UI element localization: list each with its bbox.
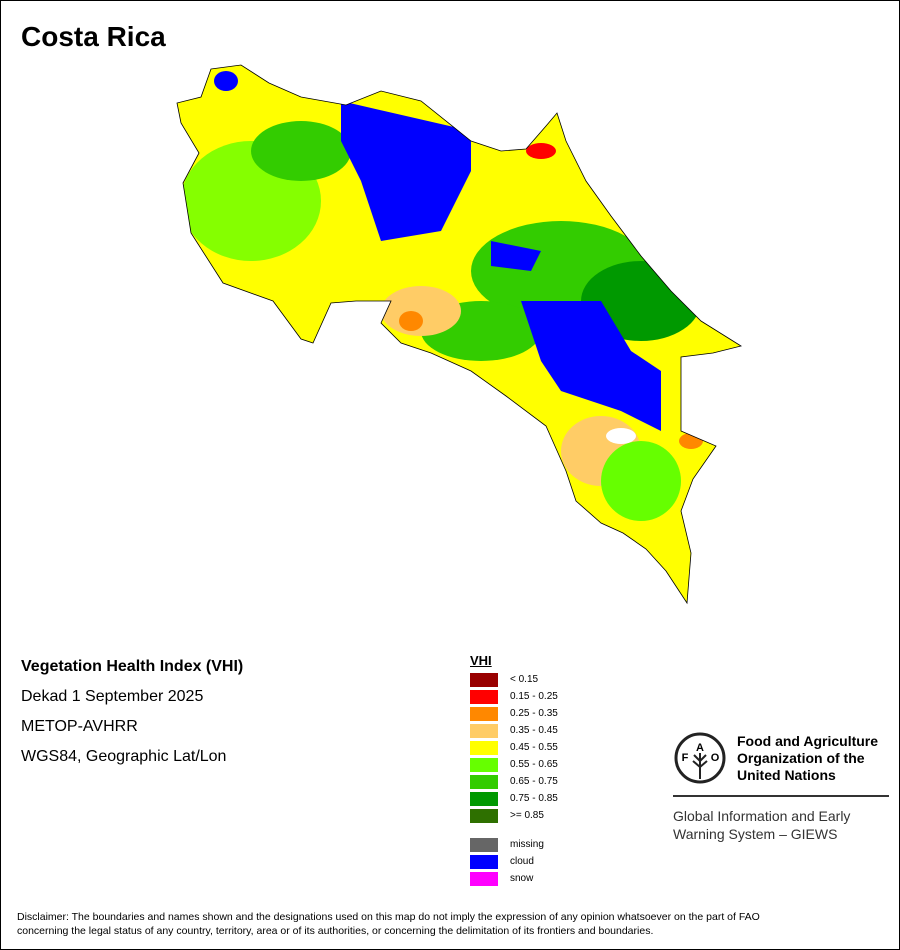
legend-label: >= 0.85 <box>510 810 544 821</box>
svg-text:F: F <box>682 752 689 764</box>
map-title: Costa Rica <box>21 21 166 52</box>
legend-swatch <box>470 757 498 772</box>
legend-swatch <box>470 689 498 704</box>
giews-line2: Warning System – GIEWS <box>673 826 838 842</box>
legend-label: 0.65 - 0.75 <box>510 776 558 787</box>
org-name-line2: Organization of the <box>737 749 865 766</box>
legend-item: snow <box>470 870 558 887</box>
fao-emblem-icon: A F O <box>674 732 726 784</box>
projection: WGS84, Geographic Lat/Lon <box>21 748 227 765</box>
legend-label: missing <box>510 839 544 850</box>
legend-swatch <box>470 774 498 789</box>
legend-swatch <box>470 854 498 869</box>
legend-label: cloud <box>510 856 534 867</box>
legend-item: 0.75 - 0.85 <box>470 790 558 807</box>
sensor: METOP-AVHRR <box>21 718 138 735</box>
legend-item: >= 0.85 <box>470 807 558 824</box>
org-name-line1: Food and Agriculture <box>737 732 879 749</box>
legend-label: 0.45 - 0.55 <box>510 742 558 753</box>
legend-swatch <box>470 791 498 806</box>
legend-swatch <box>470 740 498 755</box>
legend-item: missing <box>470 836 558 853</box>
legend-item: 0.65 - 0.75 <box>470 773 558 790</box>
legend-label: < 0.15 <box>510 674 539 685</box>
legend-label: 0.75 - 0.85 <box>510 793 558 804</box>
svg-text:O: O <box>711 752 720 764</box>
legend-item: 0.55 - 0.65 <box>470 756 558 773</box>
legend-label: 0.25 - 0.35 <box>510 708 558 719</box>
giews-line1: Global Information and Early <box>673 808 851 824</box>
disclaimer-line2: concerning the legal status of any count… <box>17 925 654 937</box>
legend-item: 0.15 - 0.25 <box>470 688 558 705</box>
index-name: Vegetation Health Index (VHI) <box>21 658 244 675</box>
legend-swatch <box>470 706 498 721</box>
vhi-raster <box>177 65 741 603</box>
legend-item: 0.45 - 0.55 <box>470 739 558 756</box>
legend-swatch <box>470 837 498 852</box>
legend-item: 0.25 - 0.35 <box>470 705 558 722</box>
logo-divider <box>673 795 889 797</box>
legend-item: < 0.15 <box>470 671 558 688</box>
disclaimer-line1: Disclaimer: The boundaries and names sho… <box>17 911 760 923</box>
vhi-map <box>176 64 742 604</box>
legend-label: 0.35 - 0.45 <box>510 725 558 736</box>
svg-text:A: A <box>696 742 704 754</box>
legend-label: 0.15 - 0.25 <box>510 691 558 702</box>
legend-title: VHI <box>470 653 492 668</box>
legend-label: 0.55 - 0.65 <box>510 759 558 770</box>
legend-swatch <box>470 723 498 738</box>
legend-item: 0.35 - 0.45 <box>470 722 558 739</box>
period: Dekad 1 September 2025 <box>21 688 204 705</box>
legend-swatch <box>470 808 498 823</box>
fao-logo: A F O Food and Agriculture Organization … <box>673 731 889 843</box>
legend-swatch <box>470 871 498 886</box>
legend: VHI < 0.15 0.15 - 0.25 0.25 - 0.35 0.35 - 0… <box>470 653 558 887</box>
legend-swatch <box>470 672 498 687</box>
disclaimer: Disclaimer: The boundaries and names sho… <box>17 910 887 938</box>
org-name-line3: United Nations <box>737 766 836 783</box>
legend-item: cloud <box>470 853 558 870</box>
legend-label: snow <box>510 873 534 884</box>
